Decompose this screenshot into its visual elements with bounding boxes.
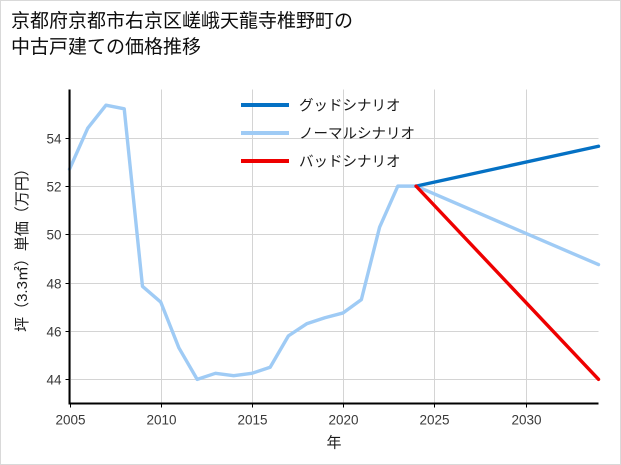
x-tick-label: 2025 xyxy=(419,413,449,428)
x-tick-label: 2010 xyxy=(146,413,176,428)
legend-label-normal: ノーマルシナリオ xyxy=(299,127,415,143)
legend-label-good: グッドシナリオ xyxy=(299,98,401,115)
gridlines xyxy=(69,89,599,404)
x-tick-label: 2015 xyxy=(237,413,267,428)
series-line-good xyxy=(414,144,601,188)
x-axis-title: 年 xyxy=(326,435,341,452)
series-line-bad xyxy=(414,184,601,382)
axis-titles: 年 坪（3.3㎡）単価（万円） xyxy=(14,161,342,451)
y-tick-label: 54 xyxy=(46,132,62,147)
x-tick-label: 2030 xyxy=(511,413,541,428)
axes xyxy=(65,89,599,408)
y-tick-label: 44 xyxy=(46,373,62,388)
y-tick-label: 46 xyxy=(46,325,61,340)
tick-labels: 44 46 48 50 52 54 2005 2010 2015 2020 2025 2030 xyxy=(46,132,541,428)
series-lines xyxy=(67,103,601,382)
x-tick-label: 2020 xyxy=(328,413,358,428)
chart-title: 京都府京都市右京区嵯峨天龍寺椎野町の 中古戸建ての価格推移 xyxy=(11,11,354,59)
y-tick-label: 48 xyxy=(46,277,61,292)
axis-spines xyxy=(68,89,599,405)
y-tick-label: 50 xyxy=(46,228,61,243)
legend-label-bad: バッドシナリオ xyxy=(299,155,401,171)
y-tick-label: 52 xyxy=(46,180,61,195)
y-axis-title: 坪（3.3㎡）単価（万円） xyxy=(14,161,31,332)
x-tick-label: 2005 xyxy=(55,413,85,428)
series-line-normal xyxy=(67,103,601,382)
